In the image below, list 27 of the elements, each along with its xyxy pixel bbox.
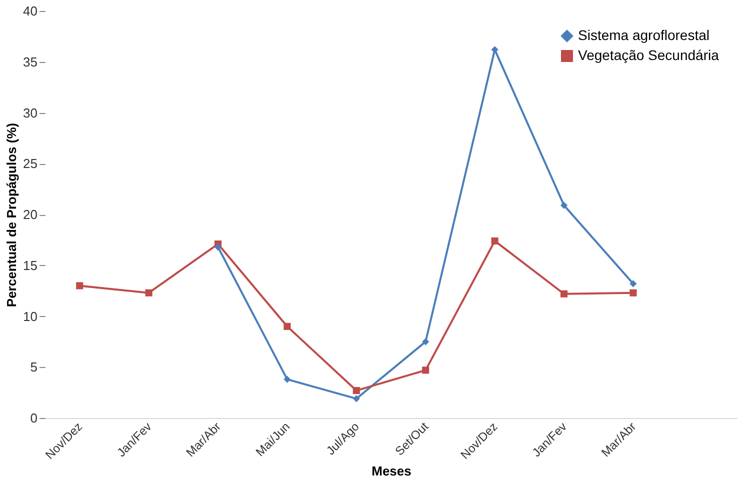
point: [214, 244, 222, 251]
y-tick-label: 25: [23, 156, 38, 172]
point: [560, 202, 568, 209]
x-axis-title: Meses: [372, 463, 412, 478]
point: [284, 376, 291, 383]
y-tick-label: 35: [23, 54, 38, 70]
point: [76, 282, 84, 290]
y-axis-title: Percentual de Propágulos (%): [4, 122, 20, 308]
point: [630, 289, 637, 296]
y-tick-label: 5: [30, 360, 38, 375]
point: [284, 322, 291, 330]
legend-label: Sistema agroflorestal: [578, 27, 710, 43]
point: [352, 395, 360, 402]
legend-label: Vegetação Secundária: [578, 47, 720, 63]
point: [560, 290, 568, 298]
y-tick-label: 30: [23, 105, 38, 120]
y-tick-label: 0: [30, 410, 38, 426]
point: [352, 386, 360, 394]
point: [630, 280, 637, 288]
point: [145, 289, 152, 296]
y-tick-label: 20: [23, 207, 38, 222]
y-tick-label: 15: [23, 258, 38, 273]
point: [491, 237, 498, 244]
point: [422, 338, 430, 346]
point: [422, 366, 430, 374]
y-tick-label: 40: [23, 4, 38, 18]
y-tick-label: 10: [23, 308, 38, 324]
